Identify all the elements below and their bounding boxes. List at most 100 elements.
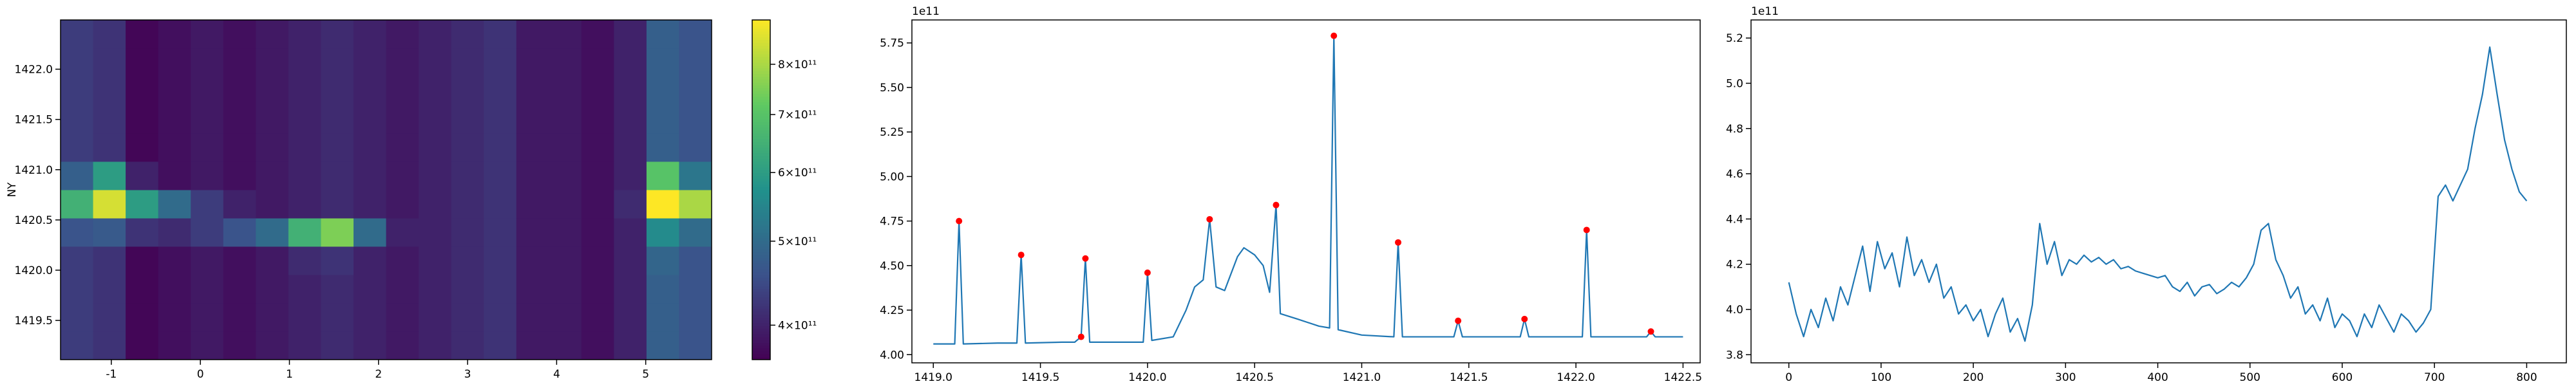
y-tick-label: 4.00 [880,349,904,362]
colorbar-gradient [752,116,770,120]
heatmap-cell [126,105,159,134]
colorbar-gradient [752,322,770,326]
heatmap-cell [158,302,191,332]
heatmap-cell [223,246,256,275]
y-tick-label: 1421.5 [15,114,53,127]
peak-marker [956,217,963,225]
colorbar-gradient [752,280,770,284]
heatmap-cell [549,133,582,162]
heatmap-cell [419,246,452,275]
colorbar-gradient [752,144,770,148]
colorbar-gradient [752,320,770,324]
heatmap-cell [419,105,452,134]
heatmap-cell [419,190,452,219]
heatmap-cell [516,190,549,219]
heatmap-cell [549,217,582,247]
y-tick-label: 5.2 [1726,32,1743,45]
heatmap-cell [61,105,94,134]
heatmap-cell [61,133,94,162]
peak-marker [1077,333,1084,340]
heatmap-cell [126,76,159,106]
heatmap-cell [158,275,191,304]
heatmap-cell [484,161,517,190]
colorbar-gradient [752,147,770,151]
colorbar-gradient [752,62,770,66]
heatmap-cell [646,302,679,332]
colorbar-gradient [752,172,770,176]
heatmap-cell [549,275,582,304]
colorbar-gradient [752,266,770,270]
heatmap-cell [158,20,191,49]
colorbar-gradient [752,340,770,344]
colorbar-gradient [752,289,770,292]
heatmap-cell [484,331,517,360]
data-line [1788,46,2528,342]
colorbar-gradient [752,204,770,207]
heatmap-cell [419,76,452,106]
colorbar-gradient [752,138,770,142]
heatmap-cell [484,133,517,162]
heatmap-cell [516,105,549,134]
heatmap-cell [61,48,94,77]
colorbar-gradient [752,119,770,122]
heatmap-cell [549,331,582,360]
heatmap-cell [646,20,679,49]
heatmap-cell [646,105,679,134]
peak-marker [1647,328,1654,335]
heatmap-cell [321,20,354,49]
heatmap-cell [288,246,321,275]
colorbar-gradient [752,68,770,71]
colorbar-gradient [752,269,770,273]
peak-marker [1583,226,1590,234]
heatmap-cell [614,190,647,219]
heatmap-cell [451,161,484,190]
heatmap-cell [353,190,386,219]
colorbar-gradient [752,77,770,80]
heatmap-cell [581,133,614,162]
x-tick-label: 0 [197,368,204,381]
heatmap-cell [321,190,354,219]
heatmap-cell [256,190,289,219]
colorbar-gradient [752,190,770,193]
colorbar-gradient [752,161,770,165]
colorbar-gradient [752,181,770,185]
heatmap-cell [614,161,647,190]
heatmap-cell [516,76,549,106]
heatmap-cell [679,302,712,332]
heatmap-cell [614,331,647,360]
heatmap-cell [549,105,582,134]
x-tick-label: 1421.5 [1450,371,1488,384]
heatmap-cell [386,190,419,219]
heatmap-cell [321,246,354,275]
heatmap-cell [451,246,484,275]
colorbar-gradient [752,42,770,46]
colorbar-gradient [752,209,770,213]
y-tick-label: 5.0 [1726,77,1743,90]
heatmap-cell [61,161,94,190]
colorbar-gradient [752,235,770,239]
heatmap-cell [353,76,386,106]
heatmap-cell [679,217,712,247]
y-tick-label: 4.25 [880,304,904,317]
heatmap-cell [484,105,517,134]
colorbar-gradient [752,110,770,114]
heatmap-cell [679,20,712,49]
heatmap-cell [386,331,419,360]
x-tick-label: 1420.0 [1128,371,1166,384]
heatmap-cell [223,190,256,219]
heatmap-cell [61,190,94,219]
heatmap-cell [516,48,549,77]
heatmap-cell [321,133,354,162]
heatmap-cell [288,48,321,77]
x-tick-label: -1 [106,368,117,381]
colorbar-gradient [752,127,770,131]
colorbar-gradient [752,192,770,196]
heatmap-cell [223,217,256,247]
heatmap-cell [646,331,679,360]
heatmap-cell [484,190,517,219]
heatmap-cell [126,275,159,304]
heatmap-cell [321,331,354,360]
heatmap-cell [158,246,191,275]
heatmap-cell [256,246,289,275]
